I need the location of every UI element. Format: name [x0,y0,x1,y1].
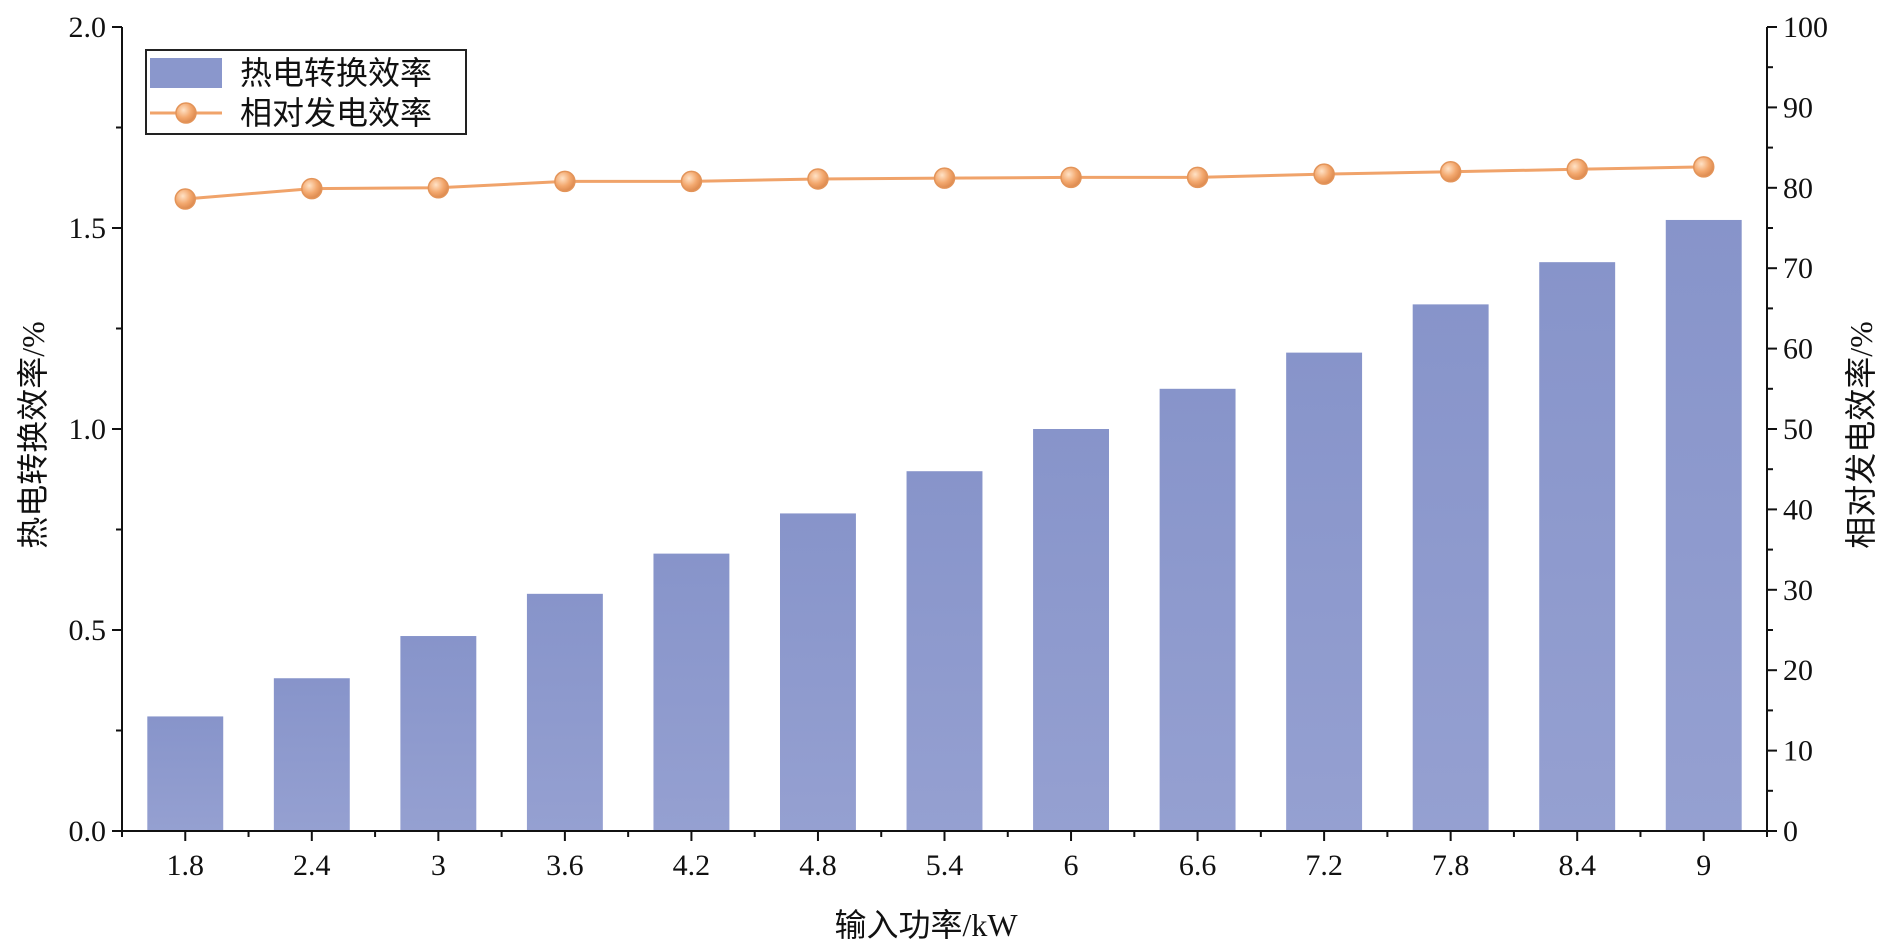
axes: 0.0 0.5 1.0 1.5 2.0 0 10 20 30 40 50 60 70 80 90 100 1.8… [69,11,1829,882]
right-tick-label: 30 [1783,574,1813,607]
x-tick-label: 6.6 [1179,849,1217,882]
x-tick-label: 1.8 [167,849,205,882]
left-tick-label: 1.5 [69,212,107,245]
bar-6 [1033,429,1109,831]
legend: 热电转换效率 相对发电效率 [145,49,467,135]
left-tick-label: 0.0 [69,815,107,848]
x-tick-label: 4.2 [673,849,711,882]
right-tick-label: 70 [1783,252,1813,285]
line-point-6.6 [1186,166,1209,189]
bar-3.6 [526,593,603,831]
right-tick-label: 0 [1783,815,1798,848]
x-axis-title: 输入功率/kW [834,907,1018,943]
line-point-2.4 [301,177,323,200]
right-tick-label: 50 [1783,413,1813,446]
x-tick-label: 7.2 [1305,849,1343,882]
bar-2.4 [273,678,350,831]
line-point-8.4 [1566,158,1588,181]
line-point-4.2 [680,170,703,193]
x-tick-label: 6 [1064,849,1079,882]
x-tick-label: 3.6 [546,849,584,882]
line-point-7.8 [1439,160,1462,183]
x-tick-label: 8.4 [1558,849,1596,882]
bar-4.2 [653,553,730,831]
right-tick-label: 40 [1783,493,1813,526]
left-tick-label: 0.5 [69,614,107,647]
x-tick-label: 2.4 [293,849,331,882]
legend-box [145,49,467,135]
bar-4.8 [780,513,856,831]
bar-1.8 [147,716,224,831]
bar-series [147,219,1742,831]
right-tick-label: 60 [1783,333,1813,366]
left-y-axis-title: 热电转换效率/% [15,321,51,549]
bar-8.4 [1539,262,1616,831]
x-tick-label: 5.4 [926,849,964,882]
x-tick-label: 7.8 [1432,849,1470,882]
line-point-3.6 [554,170,576,193]
line-point-9 [1692,156,1715,178]
line-point-3 [427,177,450,199]
legend-line-marker [175,102,197,124]
bar-7.8 [1412,304,1489,831]
bar-3 [400,636,477,831]
bar-7.2 [1286,352,1363,831]
line-point-4.8 [807,168,829,190]
legend-label-bar: 热电转换效率 [240,55,432,91]
right-tick-label: 80 [1783,172,1813,205]
line-point-5.4 [933,167,956,189]
right-tick-label: 90 [1783,91,1813,124]
line-series [174,156,1715,210]
left-tick-label: 2.0 [69,11,107,44]
right-tick-label: 20 [1783,654,1813,687]
legend-bar-swatch [150,58,222,88]
x-tick-label: 3 [431,849,446,882]
line-point-6 [1060,166,1082,189]
left-tick-label: 1.0 [69,413,107,446]
right-tick-label: 10 [1783,735,1813,768]
bar-6.6 [1159,388,1236,831]
x-tick-label: 4.8 [799,849,837,882]
line-point-7.2 [1313,163,1335,185]
line-point-1.8 [174,188,197,210]
bar-9 [1665,219,1742,831]
legend-label-line: 相对发电效率 [240,95,432,131]
right-y-axis-title: 相对发电效率/% [1843,321,1879,549]
x-tick-label: 9 [1696,849,1711,882]
right-tick-label: 100 [1783,11,1828,44]
bar-5.4 [906,471,983,831]
